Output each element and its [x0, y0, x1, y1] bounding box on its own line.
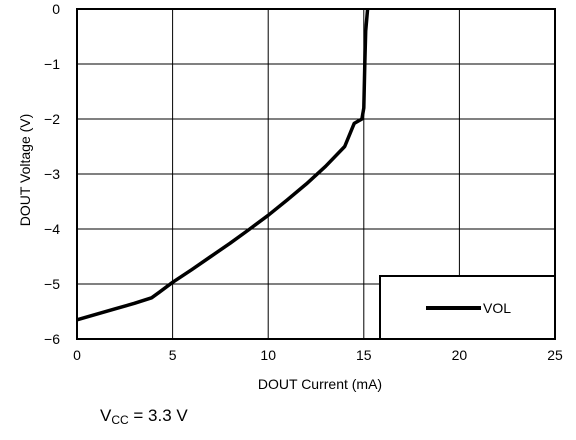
y-tick-label: −2	[44, 111, 60, 127]
legend-label: VOL	[483, 300, 511, 316]
y-axis-label: DOUT Voltage (V)	[17, 114, 33, 227]
x-tick-label: 10	[260, 347, 276, 363]
condition-footnote: VCC = 3.3 V	[100, 406, 188, 427]
x-axis-label: DOUT Current (mA)	[258, 376, 382, 392]
y-tick-label: −5	[44, 276, 60, 292]
y-tick-label: −1	[44, 56, 60, 72]
y-tick-label: −4	[44, 221, 60, 237]
y-tick-label: −6	[44, 331, 60, 347]
series-line-vol	[76, 8, 370, 322]
x-tick-label: 25	[547, 347, 563, 363]
tick-labels: 0 5 10 15 20 25 0 −1 −2 −3 −4 −5 −6	[44, 1, 563, 363]
y-tick-label: −3	[44, 166, 60, 182]
x-tick-label: 15	[356, 347, 372, 363]
plot-frame	[76, 8, 556, 340]
footnote-subscript: CC	[111, 413, 129, 427]
legend: VOL	[379, 275, 556, 340]
x-tick-label: 5	[169, 347, 177, 363]
y-tick-label: 0	[52, 1, 60, 17]
footnote-var: V	[100, 406, 112, 425]
chart: 0 5 10 15 20 25 0 −1 −2 −3 −4 −5 −6 VOL DOUT Current…	[17, 1, 563, 392]
footnote-value: = 3.3 V	[128, 406, 188, 425]
x-tick-label: 20	[452, 347, 468, 363]
series-group	[76, 8, 370, 322]
x-tick-label: 0	[73, 347, 81, 363]
